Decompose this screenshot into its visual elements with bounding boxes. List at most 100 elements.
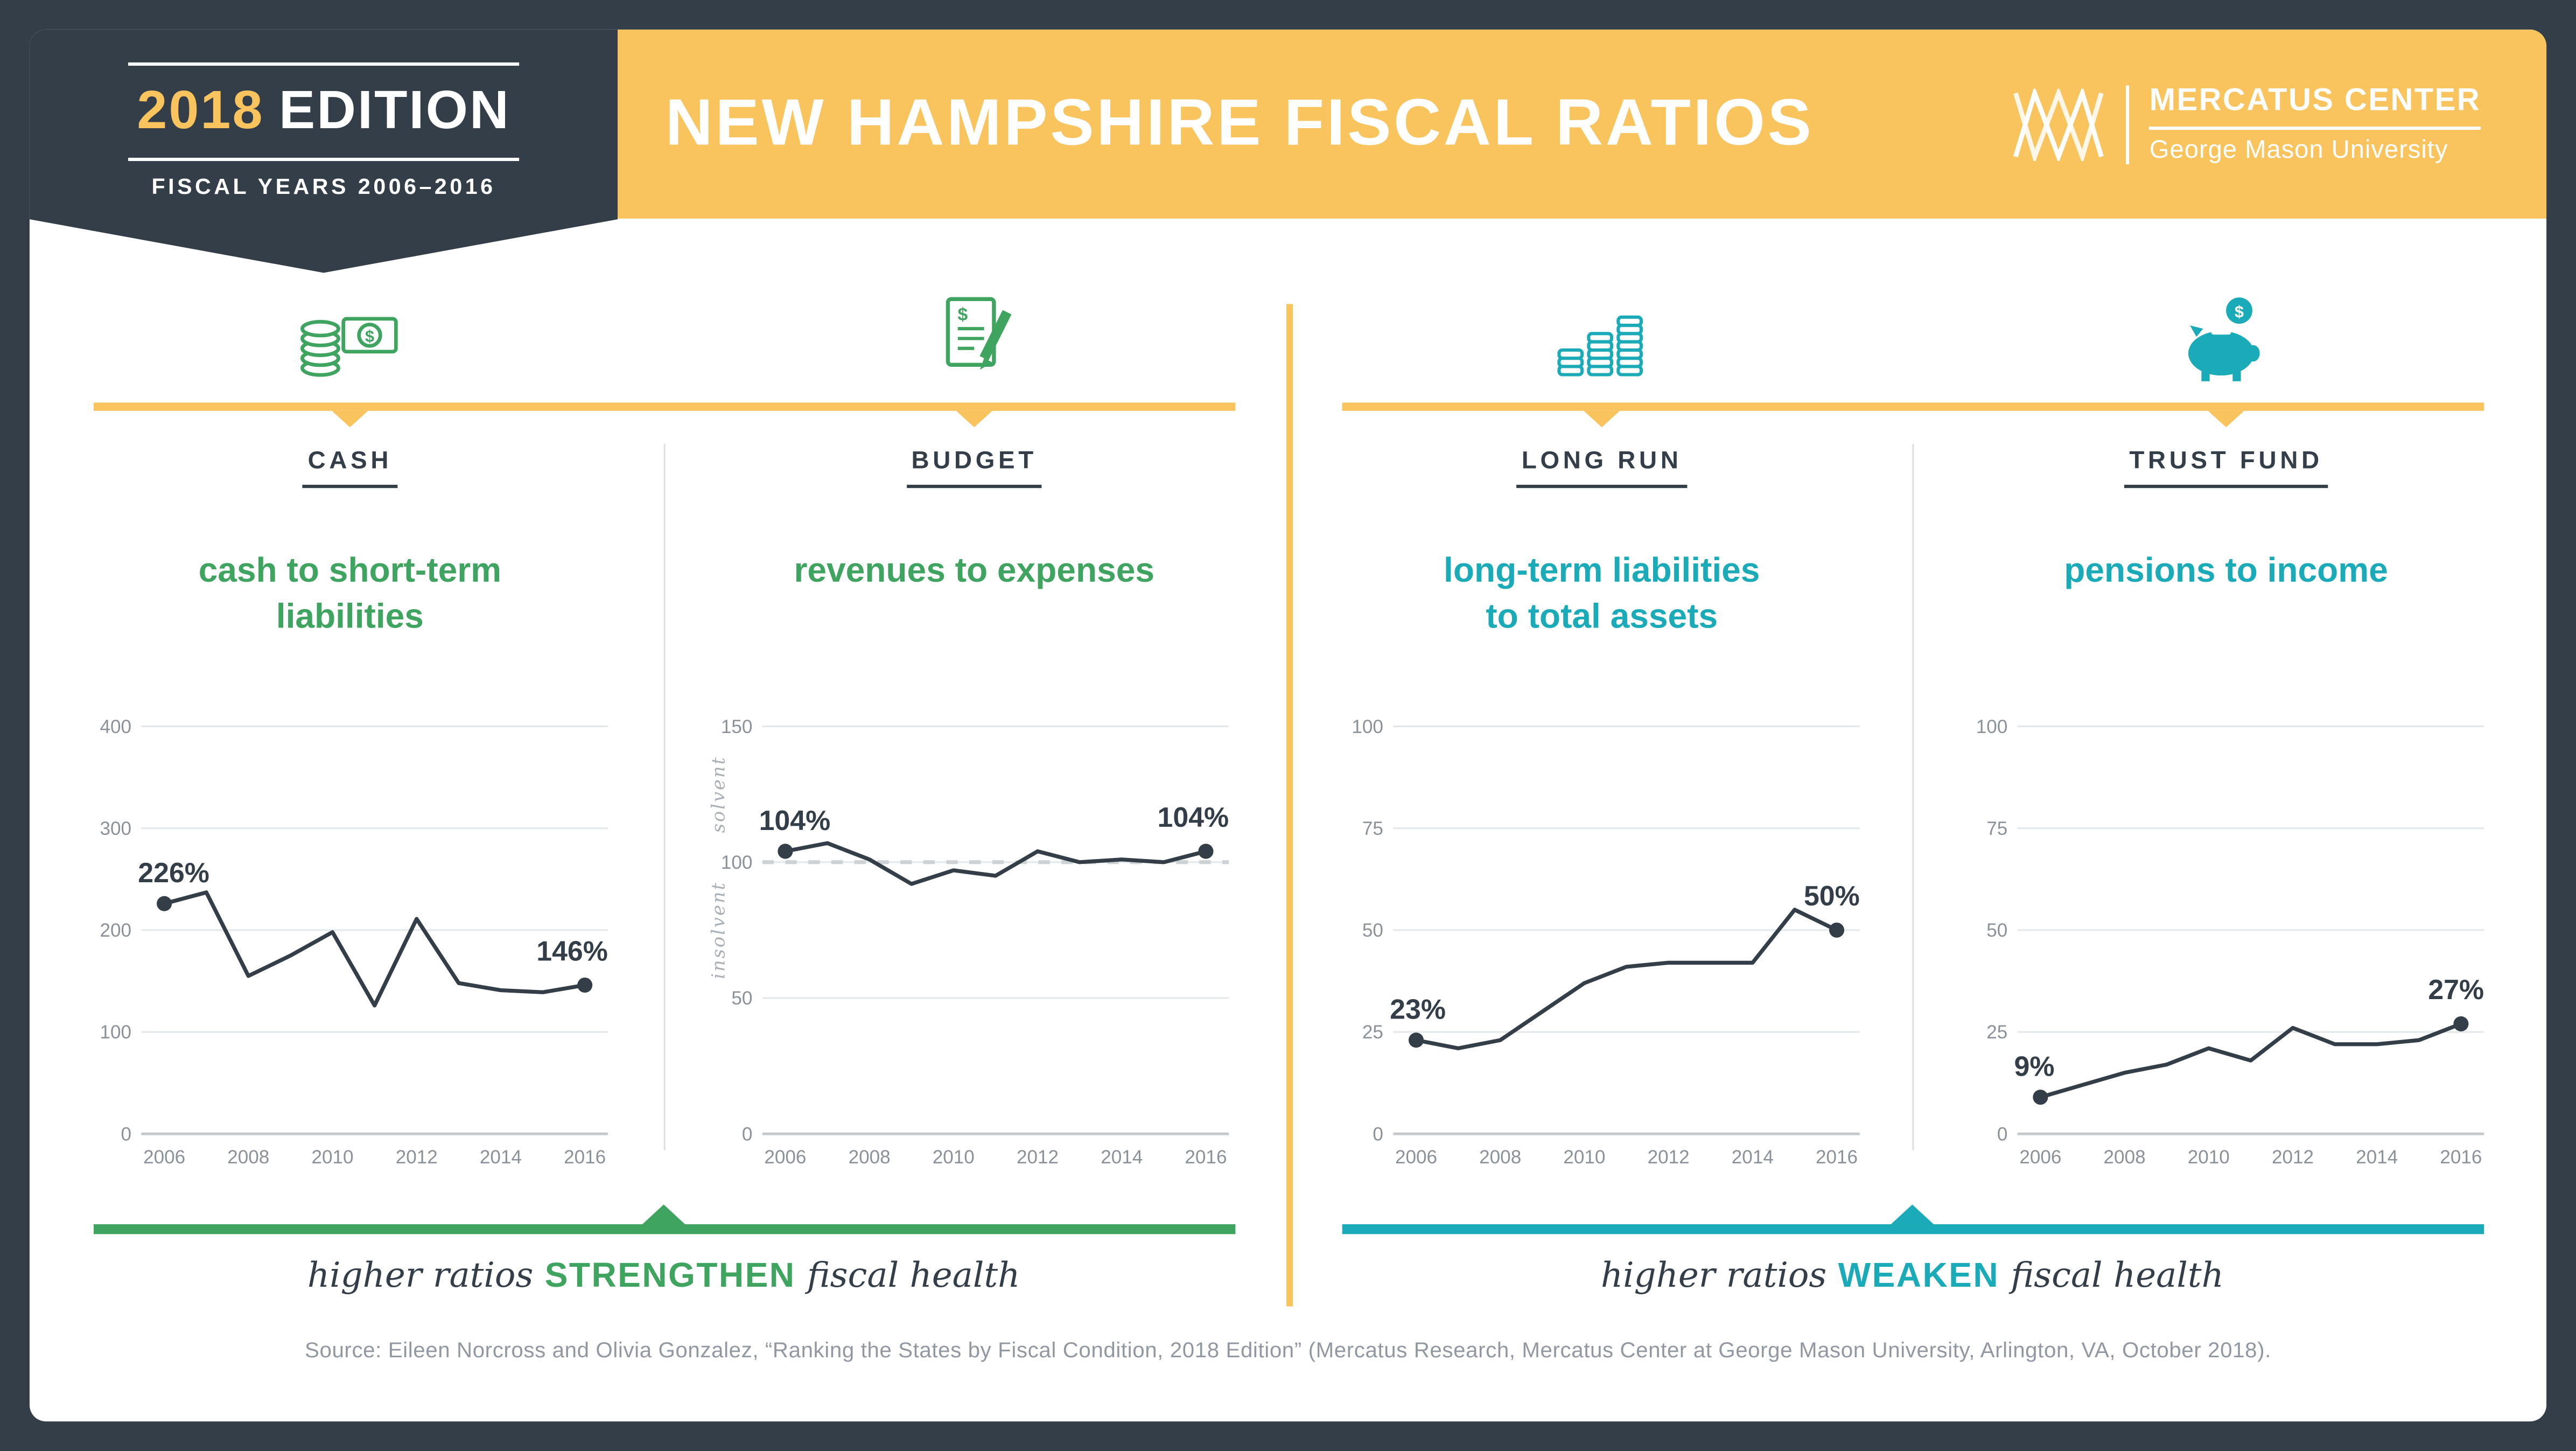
svg-text:25: 25	[1986, 1022, 2007, 1043]
tagline-weaken-emphasis: WEAKEN	[1838, 1257, 2000, 1295]
svg-text:2012: 2012	[1017, 1147, 1059, 1168]
svg-text:100: 100	[100, 1022, 132, 1043]
tagline-weaken-prefix: higher ratios	[1600, 1255, 1827, 1295]
chart-long-term-liabilities-to-total-assets: 0 25 50 75 100 2006 2008 2010 2012 2014 2016 23% 50%	[1334, 677, 1863, 1170]
budget-document-icon: $	[946, 297, 1012, 370]
svg-text:0: 0	[742, 1124, 753, 1145]
svg-text:300: 300	[100, 818, 132, 839]
source-text: Source: Eileen Norcross and Olivia Gonza…	[305, 1337, 2271, 1363]
infographic-card: 2018 EDITION FISCAL YEARS 2006–2016 NEW H…	[29, 29, 2547, 1422]
svg-text:0: 0	[121, 1124, 132, 1145]
svg-text:2008: 2008	[227, 1147, 269, 1168]
svg-text:146%: 146%	[536, 935, 608, 966]
category-long-run: LONG RUN	[1421, 447, 1782, 489]
svg-text:2014: 2014	[480, 1147, 522, 1168]
svg-text:2012: 2012	[396, 1147, 438, 1168]
svg-text:2008: 2008	[849, 1147, 891, 1168]
svg-text:100: 100	[1352, 716, 1383, 737]
svg-text:2012: 2012	[2272, 1147, 2314, 1168]
tagline-strengthen-emphasis: STRENGTHEN	[544, 1257, 796, 1295]
svg-text:50: 50	[1362, 920, 1383, 941]
panel-divider-left-pair	[663, 443, 666, 1150]
svg-text:2008: 2008	[2104, 1147, 2146, 1168]
pointer-cash	[332, 410, 368, 428]
mercatus-logo: MERCATUS CENTER George Mason University	[2011, 82, 2481, 168]
category-trust-fund: TRUST FUND	[2046, 447, 2407, 489]
svg-text:2006: 2006	[764, 1147, 806, 1168]
svg-text:226%: 226%	[138, 857, 209, 888]
tagline-weaken-suffix: fiscal health	[2011, 1255, 2224, 1295]
heading-trust-fund: pensions to income	[2064, 552, 2388, 590]
top-rule-left	[93, 402, 1236, 411]
pointer-up-weaken	[1891, 1204, 1934, 1225]
tagline-weaken: higher ratios WEAKEN fiscal health	[1485, 1255, 2340, 1296]
coin-stacks-chart-icon	[1557, 315, 1643, 376]
svg-text:2008: 2008	[1479, 1147, 1521, 1168]
svg-text:$: $	[365, 327, 374, 346]
svg-text:2010: 2010	[312, 1147, 354, 1168]
svg-text:2010: 2010	[2188, 1147, 2230, 1168]
svg-text:2016: 2016	[564, 1147, 606, 1168]
badge-bottom-rule	[128, 157, 520, 161]
category-budget: BUDGET	[794, 447, 1155, 489]
edition-year: 2018	[137, 79, 264, 140]
svg-text:50: 50	[1986, 920, 2007, 941]
svg-text:solvent: solvent	[708, 756, 729, 833]
logo-rule	[2149, 126, 2481, 130]
svg-text:2012: 2012	[1648, 1147, 1690, 1168]
bottom-rule-strengthen	[93, 1224, 1236, 1234]
edition-badge: 2018 EDITION FISCAL YEARS 2006–2016	[29, 29, 618, 273]
edition-word: EDITION	[279, 79, 510, 140]
svg-text:$: $	[958, 305, 968, 325]
logo-divider	[2126, 85, 2130, 165]
svg-text:25: 25	[1362, 1022, 1383, 1043]
logo-name: MERCATUS CENTER	[2149, 83, 2481, 118]
svg-text:50%: 50%	[1804, 880, 1860, 911]
pointer-long-run	[1584, 410, 1620, 428]
heading-budget: revenues to expenses	[794, 552, 1155, 590]
svg-text:2016: 2016	[1816, 1147, 1858, 1168]
tagline-strengthen-prefix: higher ratios	[307, 1255, 534, 1295]
svg-text:$: $	[2235, 303, 2244, 321]
svg-text:0: 0	[1997, 1124, 2008, 1145]
svg-text:100: 100	[1976, 716, 2008, 737]
svg-text:9%: 9%	[2014, 1050, 2055, 1082]
heading-long-run: long-term liabilities to total assets	[1444, 552, 1760, 636]
svg-text:insolvent: insolvent	[708, 881, 729, 979]
svg-text:2016: 2016	[2440, 1147, 2482, 1168]
pointer-budget	[956, 410, 992, 428]
svg-text:23%: 23%	[1390, 994, 1446, 1025]
panel-divider-right-pair	[1912, 443, 1914, 1150]
svg-text:0: 0	[1373, 1124, 1383, 1145]
chart-pensions-to-income: 0 25 50 75 100 2006 2008 2010 2012 2014 2016 9% 27%	[1958, 677, 2487, 1170]
svg-text:2010: 2010	[933, 1147, 975, 1168]
svg-text:400: 400	[100, 716, 132, 737]
piggy-bank-icon: $	[2188, 297, 2260, 381]
svg-text:200: 200	[100, 920, 132, 941]
bottom-rule-weaken	[1342, 1224, 2484, 1234]
heading-cash: cash to short-term liabilities	[198, 552, 502, 636]
chart-cash-to-short-term-liabilities: 0 100 200 300 400 2006 2008 2010 2012 2014 2016 226…	[82, 677, 611, 1170]
logo-text: MERCATUS CENTER George Mason University	[2149, 83, 2481, 166]
svg-text:2014: 2014	[1732, 1147, 1774, 1168]
svg-text:100: 100	[721, 852, 753, 873]
svg-text:2014: 2014	[1101, 1147, 1143, 1168]
top-rule-right	[1342, 402, 2484, 411]
svg-text:2014: 2014	[2356, 1147, 2398, 1168]
badge-top-rule	[128, 62, 520, 66]
svg-text:2006: 2006	[1395, 1147, 1437, 1168]
tagline-strengthen: higher ratios STRENGTHEN fiscal health	[236, 1255, 1091, 1296]
svg-text:27%: 27%	[2428, 974, 2484, 1005]
svg-text:2006: 2006	[2019, 1147, 2061, 1168]
center-divider	[1286, 304, 1293, 1307]
svg-text:50: 50	[731, 988, 752, 1009]
svg-text:75: 75	[1362, 818, 1383, 839]
svg-text:104%: 104%	[759, 805, 831, 836]
svg-text:150: 150	[721, 716, 753, 737]
svg-text:75: 75	[1986, 818, 2007, 839]
svg-text:2010: 2010	[1563, 1147, 1605, 1168]
edition-title: 2018 EDITION	[30, 69, 618, 151]
tagline-strengthen-suffix: fiscal health	[807, 1255, 1020, 1295]
mercatus-lattice-icon	[2014, 88, 2104, 161]
